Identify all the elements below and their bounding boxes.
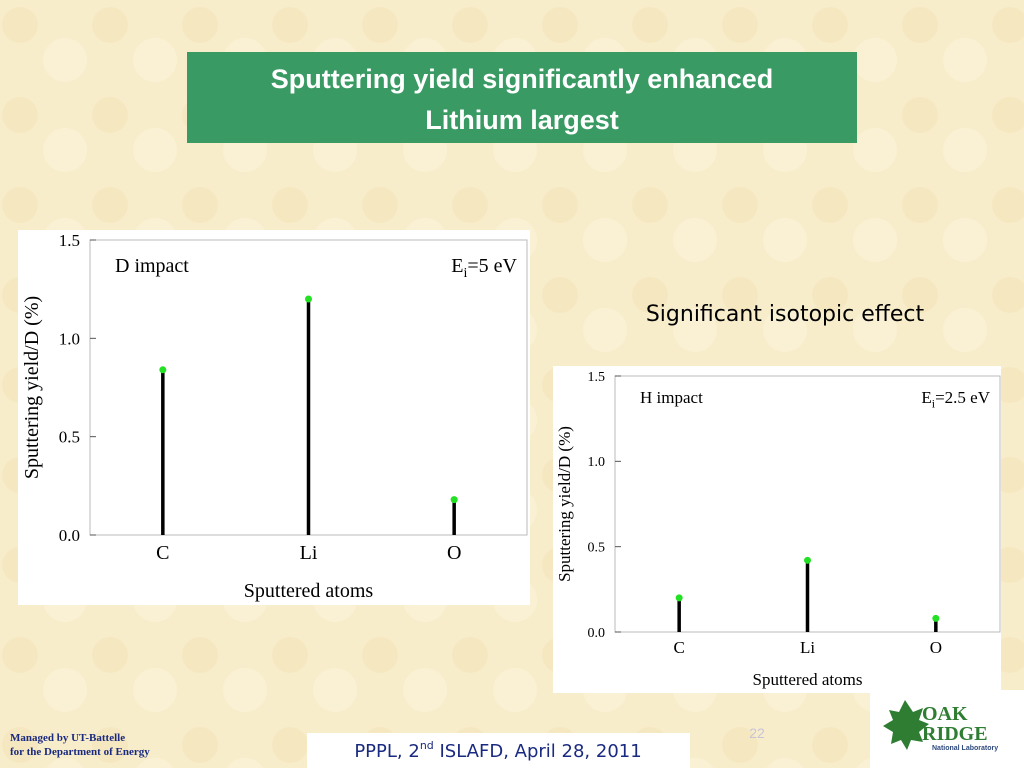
chart-background [553, 366, 1001, 693]
footer-box [307, 733, 690, 768]
footer-text: ISLAFD, April 28, 2011 [434, 741, 642, 762]
y-axis-label: Sputtering yield/D (%) [21, 296, 43, 479]
footer-text: PPPL, 2 [354, 741, 420, 762]
annotation-part: i [932, 396, 936, 410]
annotation-part: =2.5 eV [935, 388, 991, 407]
x-tick-label: C [673, 638, 684, 657]
x-tick-label: Li [300, 542, 318, 564]
x-axis-label: Sputtered atoms [752, 670, 862, 689]
chart-title: H impact [640, 388, 703, 407]
x-tick-label: O [930, 638, 942, 657]
annotation-part: i [464, 266, 468, 281]
y-tick-label: 1.5 [59, 231, 80, 250]
annotation-part: =5 eV [467, 255, 517, 277]
y-tick-label: 1.0 [588, 455, 606, 470]
y-tick-label: 0.5 [588, 541, 606, 556]
y-tick-label: 0.5 [59, 428, 80, 447]
y-tick-label: 1.5 [588, 370, 606, 385]
logo-leaf [883, 700, 929, 750]
title-line: Lithium largest [425, 105, 619, 135]
annotation-part: E [451, 255, 463, 277]
logo-text: National Laboratory [932, 745, 998, 752]
footer-center: PPPL, 2nd ISLAFD, April 28, 2011 [354, 739, 641, 762]
chart-title: D impact [115, 255, 189, 277]
x-axis-label: Sputtered atoms [244, 580, 374, 602]
y-axis-label: Sputtering yield/D (%) [555, 426, 574, 582]
y-tick-label: 0.0 [588, 626, 606, 641]
chart-background [18, 230, 530, 605]
stem-marker [305, 295, 312, 303]
footer-sup: nd [420, 739, 434, 752]
y-tick-label: 0.0 [59, 526, 80, 545]
stem-marker [675, 594, 683, 602]
stem-marker [159, 366, 167, 374]
logo-text: OAK [922, 703, 968, 725]
logo-text: RIDGE [922, 723, 988, 745]
x-tick-label: O [447, 542, 461, 564]
annotation-part: E [921, 388, 931, 407]
annotation: Ei=2.5 eV [921, 388, 990, 410]
x-tick-label: C [156, 542, 169, 564]
stem-marker [804, 556, 811, 564]
page-number: 22 [749, 725, 765, 741]
title-box [187, 52, 857, 143]
annotation: Ei=5 eV [451, 255, 517, 281]
stem-marker [450, 496, 458, 504]
y-tick-label: 1.0 [59, 329, 80, 348]
title-line: Sputtering yield significantly enhanced [271, 64, 774, 94]
footer-left: for the Department of Energy [10, 746, 150, 758]
footer-left: Managed by UT-Battelle [10, 732, 125, 744]
x-tick-label: Li [800, 638, 815, 657]
stem-marker [932, 614, 940, 622]
note: Significant isotopic effect [646, 302, 925, 327]
